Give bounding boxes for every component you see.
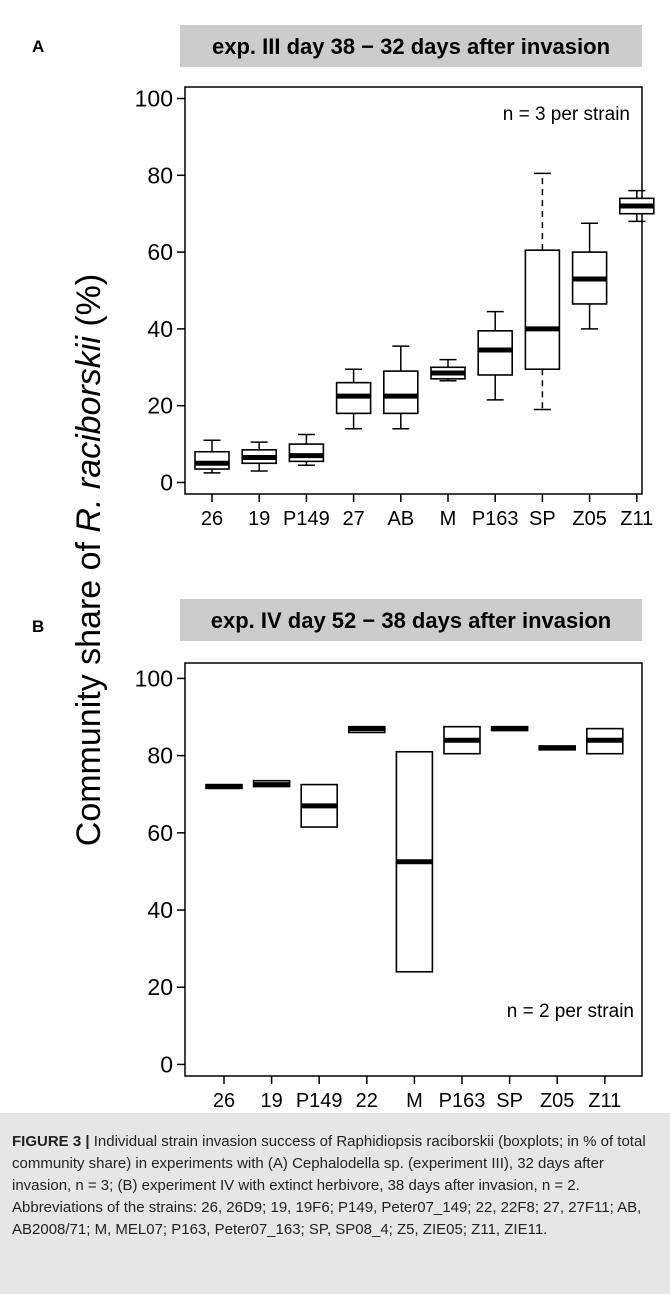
panel-b-x-tick-label: 19	[260, 1090, 282, 1112]
panel-b-x-tick-label: P149	[296, 1090, 343, 1112]
panel-a-x-tick-label: M	[440, 508, 457, 530]
panel-a-x-tick-label: P149	[283, 508, 330, 530]
panel-a-box-27	[335, 368, 372, 430]
panel-b-axes: 0 20 40 60 80 100 26 19 P149 22 M P163 SP Z05 Z11	[135, 665, 622, 1112]
panel-a-box-M	[430, 358, 466, 382]
y-axis-label-suffix: (%)	[70, 274, 108, 336]
panel-b-title: exp. IV day 52 − 38 days after invasion	[211, 608, 611, 633]
panel-a-x-tick-label: 26	[201, 508, 223, 530]
panel-b-boxes	[205, 725, 624, 973]
panel-a-x-tick-label: Z05	[572, 508, 606, 530]
panel-a-box-SP	[524, 172, 561, 411]
panel-a-label: A	[32, 37, 44, 56]
panel-b-box-M	[395, 750, 434, 973]
panel-a-boxes	[194, 172, 655, 474]
panel-b-x-tick-label: 22	[356, 1090, 378, 1112]
box-iqr	[477, 330, 514, 376]
panel-a-y-tick-label: 0	[160, 469, 173, 495]
panel-a-title-band	[180, 25, 642, 67]
panel-a-box-26	[194, 439, 230, 474]
panel-b-y-tick-label: 60	[147, 820, 173, 846]
panel-b-box-Z11	[585, 727, 624, 755]
panel-a-x-tick-label: AB	[387, 508, 414, 530]
panel-a-y-tick-label: 20	[147, 393, 173, 419]
panel-a-y-tick-label: 60	[147, 239, 173, 265]
figure-3: A exp. III day 38 − 32 days after invasi…	[32, 25, 655, 1112]
caption-text: Individual strain invasion success of Ra…	[12, 1133, 646, 1238]
panel-b-x-tick-label: SP	[496, 1090, 523, 1112]
panel-b-label: B	[32, 617, 44, 636]
panel-b-box-P163	[443, 725, 481, 755]
panel-b-box-26	[205, 783, 243, 790]
caption-label: FIGURE 3 |	[12, 1133, 90, 1150]
panel-a-y-tick-label: 40	[147, 316, 173, 342]
panel-a-x-tick-label: Z11	[620, 508, 653, 530]
panel-b-title-band	[180, 599, 642, 641]
panel-b-x-tick-label: Z11	[588, 1090, 621, 1112]
panel-b-box-Z05	[538, 745, 577, 751]
panel-a-x-tick-label: 27	[342, 508, 364, 530]
panel-a-box-Z11	[618, 189, 655, 223]
box-iqr	[382, 370, 419, 415]
y-axis-label: Community share of R. raciborskii (%)	[70, 274, 108, 846]
panel-a-frame	[184, 86, 643, 495]
panel-b: B exp. IV day 52 − 38 days after invasio…	[32, 599, 643, 1112]
panel-a-y-tick-label: 100	[135, 86, 173, 112]
panel-a-x-tick-label: SP	[529, 508, 556, 530]
panel-a-box-P149	[288, 433, 325, 466]
box-iqr	[524, 249, 561, 371]
panel-a-box-Z05	[571, 222, 608, 330]
figure-caption: FIGURE 3 | Individual strain invasion su…	[0, 1113, 670, 1294]
panel-a-title: exp. III day 38 − 32 days after invasion	[212, 34, 610, 59]
panel-a-box-19	[241, 441, 277, 472]
panel-b-sample-size: n = 2 per strain	[507, 1001, 634, 1022]
panel-b-x-tick-label: Z05	[540, 1090, 574, 1112]
panel-b-box-SP	[490, 725, 529, 732]
panel-b-frame	[184, 662, 643, 1077]
box-iqr	[288, 443, 325, 463]
panel-b-box-22	[347, 725, 386, 734]
panel-a: A exp. III day 38 − 32 days after invasi…	[32, 25, 655, 530]
panel-b-y-tick-label: 40	[147, 897, 173, 923]
panel-b-x-tick-label: M	[406, 1090, 423, 1112]
panel-b-y-tick-label: 0	[160, 1051, 173, 1077]
panel-a-box-AB	[382, 345, 419, 430]
panel-a-box-P163	[477, 310, 514, 401]
panel-b-y-tick-label: 80	[147, 743, 173, 769]
panel-a-axes: 0 20 40 60 80 100 26 19 P149 27 AB M P163 SP Z05 Z11	[135, 86, 654, 530]
panel-a-y-tick-label: 80	[147, 162, 173, 188]
box-iqr	[194, 450, 230, 470]
panel-b-box-19	[252, 779, 291, 788]
panel-b-y-tick-label: 100	[135, 665, 173, 691]
panel-a-x-tick-label: 19	[248, 508, 270, 530]
panel-b-x-tick-label: 26	[213, 1090, 235, 1112]
panel-a-sample-size: n = 3 per strain	[503, 104, 630, 125]
y-axis-label-prefix: Community share of	[70, 533, 108, 847]
panel-a-x-tick-label: P163	[472, 508, 519, 530]
panel-b-y-tick-label: 20	[147, 974, 173, 1000]
panel-b-box-P149	[300, 783, 339, 828]
panel-b-x-tick-label: P163	[439, 1090, 486, 1112]
y-axis-label-species: R. raciborskii	[70, 335, 108, 533]
